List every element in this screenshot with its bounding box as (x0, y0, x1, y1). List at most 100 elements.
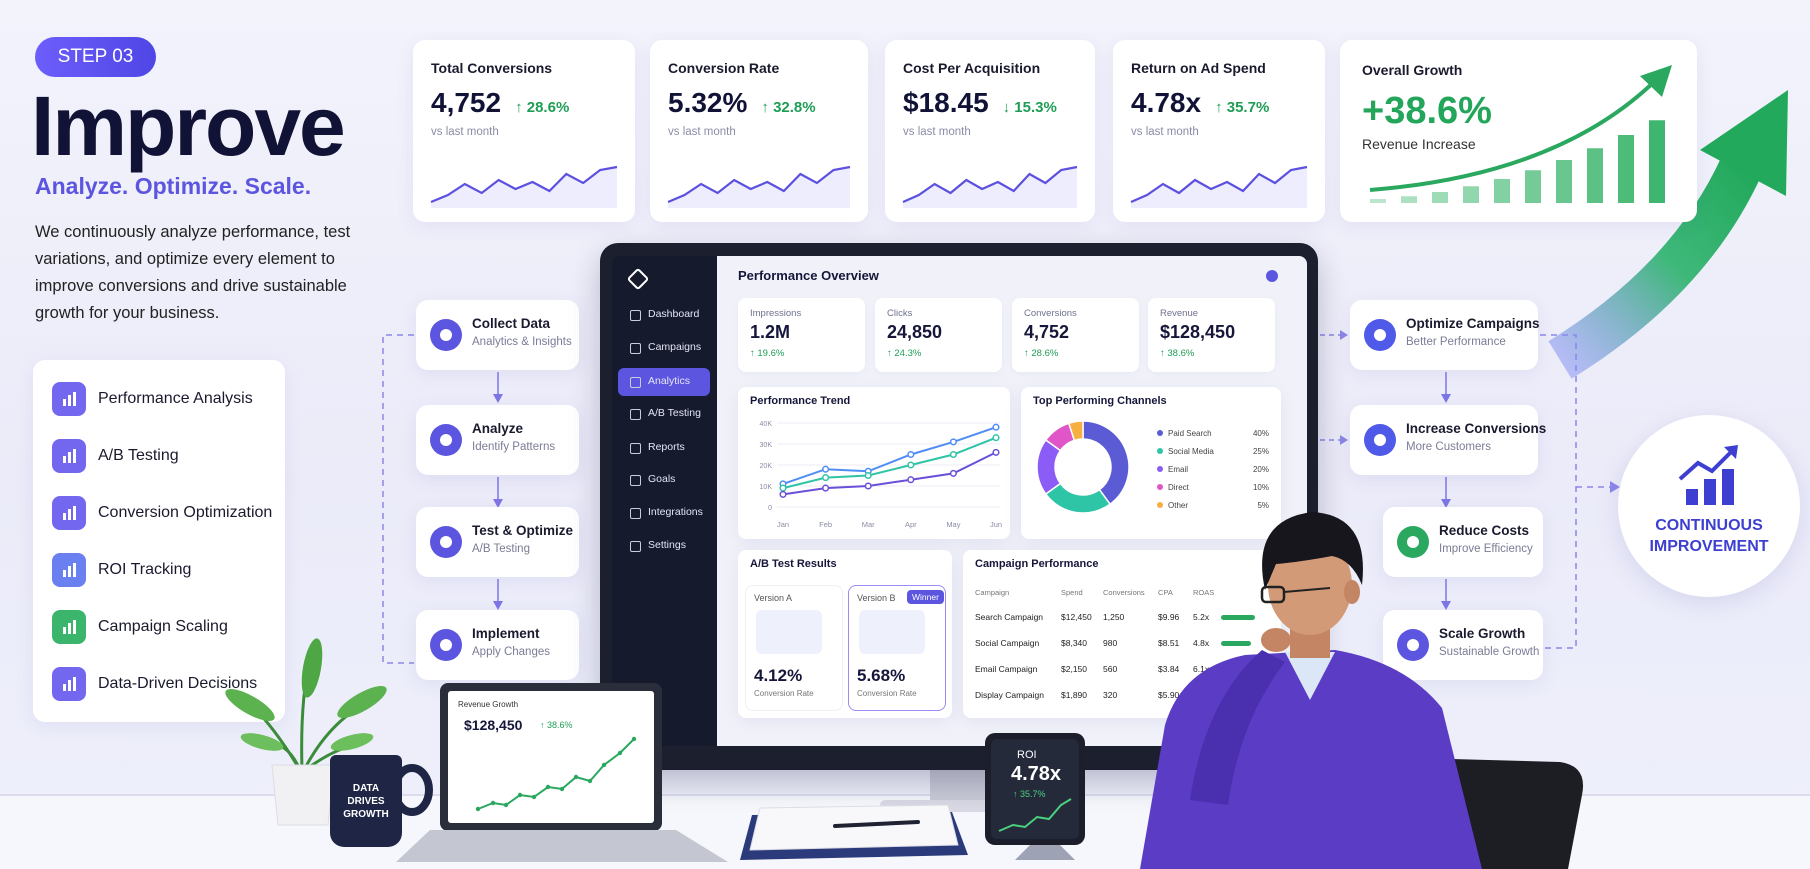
laptop-screen: Revenue Growth $128,450 ↑ 38.6% (448, 691, 654, 823)
variant-caption: Conversion Rate (754, 689, 814, 698)
donut-slice (1082, 420, 1130, 506)
y-tick-label: 30K (760, 442, 773, 449)
roas-bar (1221, 615, 1255, 620)
trend-line (782, 426, 997, 485)
trend-point (992, 434, 1000, 442)
process-icon (430, 629, 462, 661)
variant-image (859, 610, 925, 654)
nav-icon (630, 377, 641, 388)
tablet-screen (991, 739, 1079, 839)
laptop-change: ↑ 38.6% (540, 720, 573, 730)
process-icon (430, 526, 462, 558)
table-cell: $3.84 (1158, 664, 1180, 674)
table-cell: 560 (1103, 664, 1118, 674)
y-tick-label: 40K (760, 421, 773, 428)
connector (1540, 334, 1612, 649)
nav-item: Settings (648, 539, 686, 551)
process-card: Increase Conversions More Customers (1350, 405, 1546, 475)
stat-card: Clicks 24,850 ↑ 24.3% (875, 298, 1002, 372)
icon-glyph (73, 506, 76, 520)
stat-value: 1.2M (750, 322, 791, 342)
kpi-value: $18.45 (903, 87, 989, 118)
kpi-card: Total Conversions 4,752 ↑ 28.6% vs last mon… (413, 40, 635, 222)
stat-label: Clicks (887, 308, 913, 319)
trend-point (949, 438, 957, 446)
process-icon (430, 424, 462, 456)
process-subtitle: Improve Efficiency (1439, 543, 1533, 555)
icon-glyph (63, 513, 66, 520)
process-icon-dot (440, 434, 452, 446)
roas-bar (1221, 641, 1251, 646)
stat-label: Revenue (1160, 308, 1199, 319)
growth-bar (1463, 186, 1479, 203)
value-label: 10% (1253, 483, 1269, 492)
process-title: Increase Conversions (1406, 421, 1547, 436)
dashboard-title: Performance Overview (738, 268, 879, 283)
variant-caption: Conversion Rate (857, 689, 917, 698)
process-title: Implement (472, 626, 540, 641)
graphic (63, 392, 76, 406)
growth-trend (1369, 76, 1660, 192)
graphic (1130, 165, 1308, 208)
flow-arrow-head (493, 394, 503, 403)
trend-point (822, 474, 830, 482)
kpi-note: vs last month (668, 126, 736, 138)
kpi-label: Conversion Rate (668, 60, 780, 76)
value-label: 5% (1257, 501, 1269, 510)
kpi-change: ↑ 32.8% (761, 99, 816, 116)
growth-bar (1494, 179, 1510, 203)
growth-bar (1401, 196, 1417, 203)
process-subtitle: A/B Testing (472, 543, 530, 555)
trend-point (949, 469, 957, 477)
process-icon (1397, 526, 1429, 558)
panel-title: Performance Trend (750, 395, 851, 407)
laptop-title: Revenue Growth (458, 700, 519, 709)
stat-label: Conversions (1024, 308, 1077, 319)
kpi-value: 4.78x (1131, 87, 1202, 118)
icon-glyph (68, 509, 71, 520)
laptop-point (517, 792, 523, 798)
table-cell: $2,150 (1061, 664, 1087, 674)
flow-arrow-head (1441, 601, 1451, 610)
icon-glyph (63, 627, 66, 634)
kpi-label: Return on Ad Spend (1131, 60, 1266, 76)
feature-label: Campaign Scaling (98, 618, 228, 635)
tablet-change: ↑ 35.7% (1013, 789, 1046, 799)
ci-arrow-head (1724, 445, 1738, 459)
legend-dot (1157, 502, 1163, 508)
legend-dot (1157, 448, 1163, 454)
icon-glyph (73, 392, 76, 406)
stat-card: Revenue $128,450 ↑ 38.6% (1148, 298, 1275, 372)
kpi-label: Total Conversions (431, 60, 553, 76)
sparkline (1130, 165, 1308, 204)
table-cell: Social Campaign (975, 638, 1040, 648)
nav-item: Analytics (648, 375, 691, 387)
kpi-change: ↑ 28.6% (515, 99, 570, 116)
process-icon-dot (440, 639, 452, 651)
process-icon (1397, 629, 1429, 661)
trend-point (779, 490, 787, 498)
laptop-point (587, 778, 593, 784)
feature-icon (52, 496, 86, 530)
trend-point (992, 423, 1000, 431)
icon-glyph (73, 620, 76, 634)
tablet-line (998, 798, 1072, 832)
trend-point (907, 450, 915, 459)
winner-badge: Winner (907, 590, 944, 604)
nav-icon (630, 508, 641, 519)
kpi-note: vs last month (1131, 126, 1199, 138)
x-tick-label: Jan (777, 520, 789, 529)
process-title: Reduce Costs (1439, 523, 1530, 538)
x-tick-label: Mar (862, 520, 875, 529)
process-icon-dot (1374, 329, 1386, 341)
variant-box: Version B Winner 5.68% Conversion Rate (848, 585, 946, 711)
panel-title: Top Performing Channels (1033, 395, 1167, 407)
flow-arrow-head (493, 499, 503, 508)
graphic (902, 165, 1078, 208)
nav-item: Integrations (648, 506, 703, 518)
kpi-value: 4,752 (431, 87, 502, 118)
laptop-line (477, 738, 635, 810)
x-tick-label: May (946, 520, 960, 529)
connector (382, 334, 414, 664)
feature-icon (52, 610, 86, 644)
